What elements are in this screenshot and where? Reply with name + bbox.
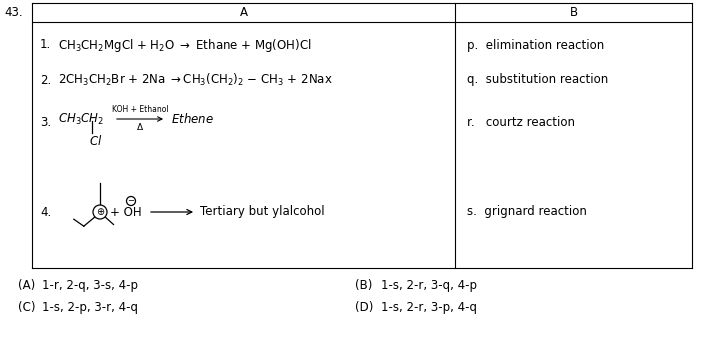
- Text: s.  grignard reaction: s. grignard reaction: [467, 205, 587, 218]
- Text: 1-s, 2-p, 3-r, 4-q: 1-s, 2-p, 3-r, 4-q: [42, 301, 138, 314]
- Text: 2.: 2.: [40, 74, 51, 86]
- Text: (A): (A): [18, 279, 35, 292]
- Text: $\mathit{CH_3CH_2}$: $\mathit{CH_3CH_2}$: [58, 111, 104, 127]
- Text: B: B: [569, 6, 578, 19]
- Text: + OH: + OH: [110, 205, 142, 218]
- Text: (D): (D): [355, 301, 374, 314]
- Text: 4.: 4.: [40, 205, 51, 218]
- Text: 1-s, 2-r, 3-q, 4-p: 1-s, 2-r, 3-q, 4-p: [381, 279, 477, 292]
- Text: r.   courtz reaction: r. courtz reaction: [467, 116, 575, 129]
- Text: CH$_3$CH$_2$MgCl + H$_2$O $\rightarrow$ Ethane + Mg(OH)Cl: CH$_3$CH$_2$MgCl + H$_2$O $\rightarrow$ …: [58, 36, 311, 54]
- Text: ⊕: ⊕: [96, 207, 104, 217]
- Text: 43.: 43.: [4, 7, 22, 20]
- Text: Δ: Δ: [137, 122, 143, 131]
- Text: A: A: [240, 6, 247, 19]
- Text: q.  substitution reaction: q. substitution reaction: [467, 74, 608, 86]
- Text: Tertiary but ylalcohol: Tertiary but ylalcohol: [200, 205, 325, 218]
- Text: 1-s, 2-r, 3-p, 4-q: 1-s, 2-r, 3-p, 4-q: [381, 301, 477, 314]
- Text: (B): (B): [355, 279, 372, 292]
- Text: 3.: 3.: [40, 116, 51, 129]
- Text: 2CH$_3$CH$_2$Br + 2Na $\rightarrow$CH$_3$(CH$_2$)$_2$ $-$ CH$_3$ + 2Nax: 2CH$_3$CH$_2$Br + 2Na $\rightarrow$CH$_3…: [58, 72, 332, 88]
- Text: 1.: 1.: [40, 39, 51, 52]
- Text: (C): (C): [18, 301, 36, 314]
- Text: p.  elimination reaction: p. elimination reaction: [467, 39, 604, 52]
- Circle shape: [126, 196, 135, 205]
- Text: $\mathit{Ethene}$: $\mathit{Ethene}$: [171, 112, 214, 126]
- Text: 1-r, 2-q, 3-s, 4-p: 1-r, 2-q, 3-s, 4-p: [42, 279, 138, 292]
- Text: KOH + Ethanol: KOH + Ethanol: [111, 106, 168, 115]
- Circle shape: [93, 205, 107, 219]
- Text: −: −: [128, 196, 135, 205]
- Text: $\mathit{Cl}$: $\mathit{Cl}$: [89, 134, 102, 148]
